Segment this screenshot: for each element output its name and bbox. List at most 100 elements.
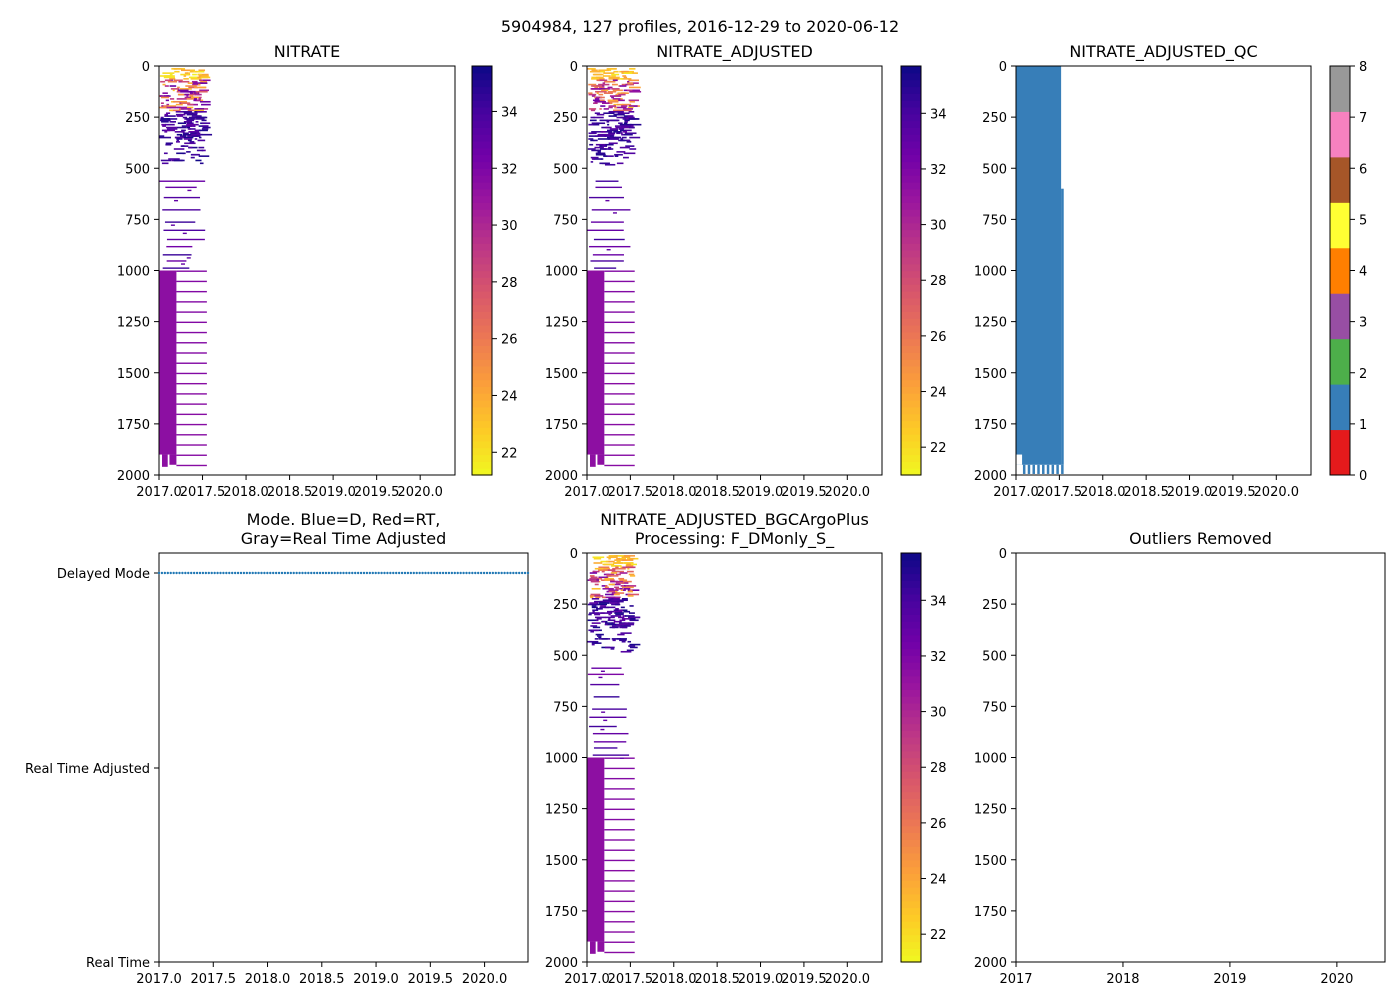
- nitrate-data-line: [162, 92, 168, 94]
- bgcargoplus-data-line: [604, 586, 609, 589]
- nitrate_adjusted-data-line: [603, 72, 615, 74]
- nitrate_adjusted-data-line: [604, 464, 635, 467]
- nitrate-data-line: [184, 93, 189, 96]
- bgcargoplus-colorbar-tick-label: 34: [930, 594, 947, 609]
- bgcargoplus-data-line: [619, 557, 626, 560]
- nitrate_adjusted_qc-x-tick-label: 2017.0: [993, 485, 1039, 500]
- nitrate-data-line: [186, 106, 194, 109]
- nitrate-data-line: [161, 123, 167, 126]
- bgcargoplus-colorbar-segment: [901, 682, 921, 690]
- mode-point: [515, 571, 518, 575]
- nitrate-data-line: [174, 199, 179, 202]
- bgcargoplus-data-line: [600, 605, 606, 607]
- nitrate-data-line: [184, 96, 195, 99]
- nitrate_adjusted-data-line: [593, 139, 598, 142]
- nitrate-data-line: [165, 186, 197, 189]
- mode-point: [468, 571, 471, 575]
- nitrate-data-line: [176, 423, 207, 426]
- bgcargoplus-colorbar-segment: [901, 818, 921, 827]
- mode-point: [219, 571, 222, 575]
- nitrate_adjusted_qc-colorbar-tick-label: 0: [1359, 469, 1367, 484]
- nitrate_adjusted-data-line: [619, 146, 630, 149]
- nitrate-colorbar-segment: [472, 365, 492, 374]
- nitrate_adjusted-colorbar-segment: [901, 79, 921, 88]
- nitrate-colorbar-segment: [472, 256, 492, 265]
- nitrate-data-line: [187, 189, 192, 192]
- bgcargoplus-data-line: [593, 747, 618, 749]
- nitrate-data-line: [167, 128, 178, 130]
- nitrate_adjusted-data-line: [612, 136, 621, 139]
- bgcargoplus-colorbar-segment: [901, 839, 921, 847]
- nitrate_adjusted-colorbar-segment: [901, 113, 921, 122]
- mode-point: [386, 571, 389, 575]
- bgcargoplus-colorbar-segment: [901, 580, 921, 588]
- nitrate_adjusted-data-line: [601, 102, 610, 105]
- nitrate-data-line: [166, 112, 171, 115]
- panel-nitrate: NITRATE 2017.02017.52018.02018.52019.0201…: [117, 42, 518, 500]
- outliers-y-tick-label: 250: [982, 598, 1007, 613]
- bgcargoplus-data-line: [620, 606, 625, 609]
- nitrate_adjusted-colorbar-segment: [901, 256, 921, 265]
- mode-point: [345, 571, 348, 575]
- bgcargoplus-y-tick-label: 500: [553, 649, 578, 664]
- nitrate-data-line: [176, 382, 207, 385]
- nitrate-data-line: [183, 138, 193, 140]
- nitrate-data-line: [200, 76, 211, 79]
- nitrate_adjusted-colorbar-segment: [901, 222, 921, 231]
- nitrate_adjusted-data-line: [590, 161, 594, 163]
- bgcargoplus-colorbar-segment: [901, 771, 921, 779]
- nitrate_adjusted-data-line: [594, 267, 617, 269]
- bgcargoplus-data-line: [611, 592, 618, 594]
- bgcargoplus-data-line: [604, 921, 635, 923]
- mode-point: [298, 571, 301, 575]
- nitrate_adjusted-y-tick-label: 1250: [545, 316, 578, 331]
- nitrate-data-line: [176, 138, 183, 140]
- nitrate-data-line: [198, 129, 208, 132]
- mode-point: [233, 571, 237, 575]
- bgcargoplus-data-line: [601, 579, 605, 581]
- nitrate-data-line: [179, 135, 187, 137]
- bgcargoplus-data-line: [605, 560, 610, 563]
- nitrate-data-line: [196, 110, 207, 113]
- nitrate-data-line: [191, 115, 202, 117]
- nitrate-data-line: [166, 245, 193, 248]
- nitrate-data-line: [188, 131, 196, 133]
- mode-point: [225, 571, 228, 575]
- bgcargoplus-data-line: [617, 600, 624, 603]
- bgcargoplus-data-line: [624, 562, 634, 564]
- nitrate_adjusted-data-line: [595, 153, 606, 156]
- nitrate-x-tick-label: 2018.5: [267, 485, 313, 500]
- nitrate_adjusted-data-line: [601, 131, 613, 133]
- nitrate_adjusted-colorbar-segment: [901, 277, 921, 285]
- nitrate_adjusted-data-line: [617, 112, 630, 115]
- bgcargoplus-data-line: [601, 567, 610, 570]
- mode-point: [438, 571, 442, 575]
- nitrate_adjusted-data-line: [620, 98, 623, 100]
- nitrate_adjusted-data-line: [606, 121, 610, 123]
- nitrate-data-line: [170, 88, 180, 90]
- nitrate-colorbar-segment: [472, 86, 492, 94]
- nitrate-colorbar-segment: [472, 325, 492, 333]
- nitrate_adjusted-data-line: [590, 260, 624, 262]
- mode-point: [157, 571, 161, 575]
- nitrate_adjusted-data-line: [594, 100, 606, 103]
- nitrate_adjusted-data-line: [590, 139, 595, 142]
- bgcargoplus-data-line: [611, 597, 614, 600]
- nitrate_adjusted-data-line: [599, 99, 605, 102]
- mode-x-tick-label: 2018.5: [299, 972, 345, 987]
- nitrate-data-line: [192, 73, 197, 76]
- nitrate_adjusted-colorbar-segment: [901, 181, 921, 190]
- nitrate_adjusted-data-line: [591, 149, 602, 152]
- bgcargoplus-data-line: [598, 566, 610, 569]
- nitrate-data-line: [164, 129, 175, 132]
- nitrate-data-line: [186, 257, 191, 259]
- nitrate-colorbar-segment: [472, 106, 492, 115]
- nitrate_adjusted-data-line: [602, 75, 611, 77]
- bgcargoplus-colorbar-segment: [901, 553, 921, 561]
- bgcargoplus-colorbar-segment: [901, 709, 921, 718]
- nitrate_adjusted-x-tick-label: 2017.5: [608, 485, 654, 500]
- bgcargoplus-data-line: [617, 582, 625, 584]
- nitrate-data-line: [176, 454, 207, 456]
- nitrate-data-line: [180, 263, 185, 265]
- bgcargoplus-data-line: [600, 670, 605, 672]
